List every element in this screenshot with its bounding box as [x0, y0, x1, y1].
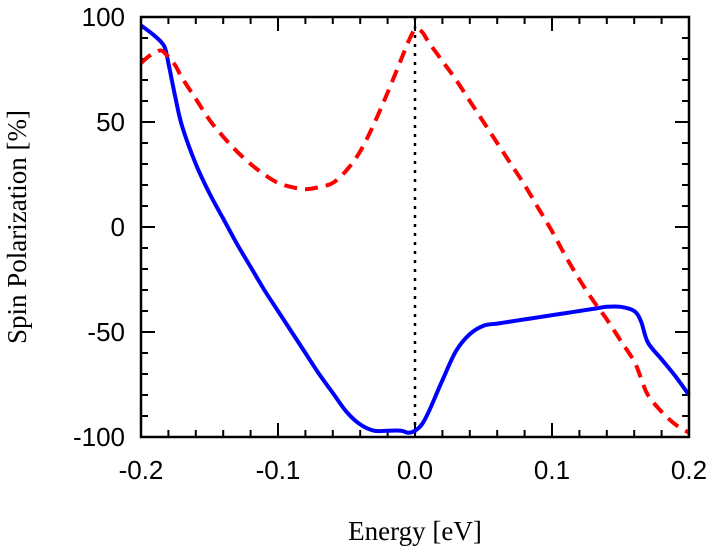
y-tick-label: -100 — [73, 422, 125, 452]
x-tick-label: 0.2 — [671, 455, 707, 485]
y-tick-label: 0 — [111, 212, 125, 242]
series-line-red-dashed — [139, 26, 691, 435]
y-tick-labels: -100 -50 0 50 100 — [73, 2, 125, 452]
series-line-blue-solid — [139, 23, 691, 435]
x-tick-label: -0.2 — [119, 455, 164, 485]
x-axis-title: Energy [eV] — [348, 516, 482, 546]
x-tick-labels: -0.2 -0.1 0.0 0.1 0.2 — [119, 455, 707, 485]
x-tick-label: -0.1 — [256, 455, 301, 485]
x-tick-label: 0.1 — [534, 455, 570, 485]
y-tick-label: 100 — [82, 2, 125, 32]
x-tick-label: 0.0 — [397, 455, 433, 485]
y-tick-label: 50 — [96, 107, 125, 137]
series-layer — [139, 23, 691, 435]
y-axis-title: Spin Polarization [%] — [2, 110, 32, 344]
plot-frame — [139, 15, 691, 439]
y-tick-label: -50 — [87, 317, 125, 347]
